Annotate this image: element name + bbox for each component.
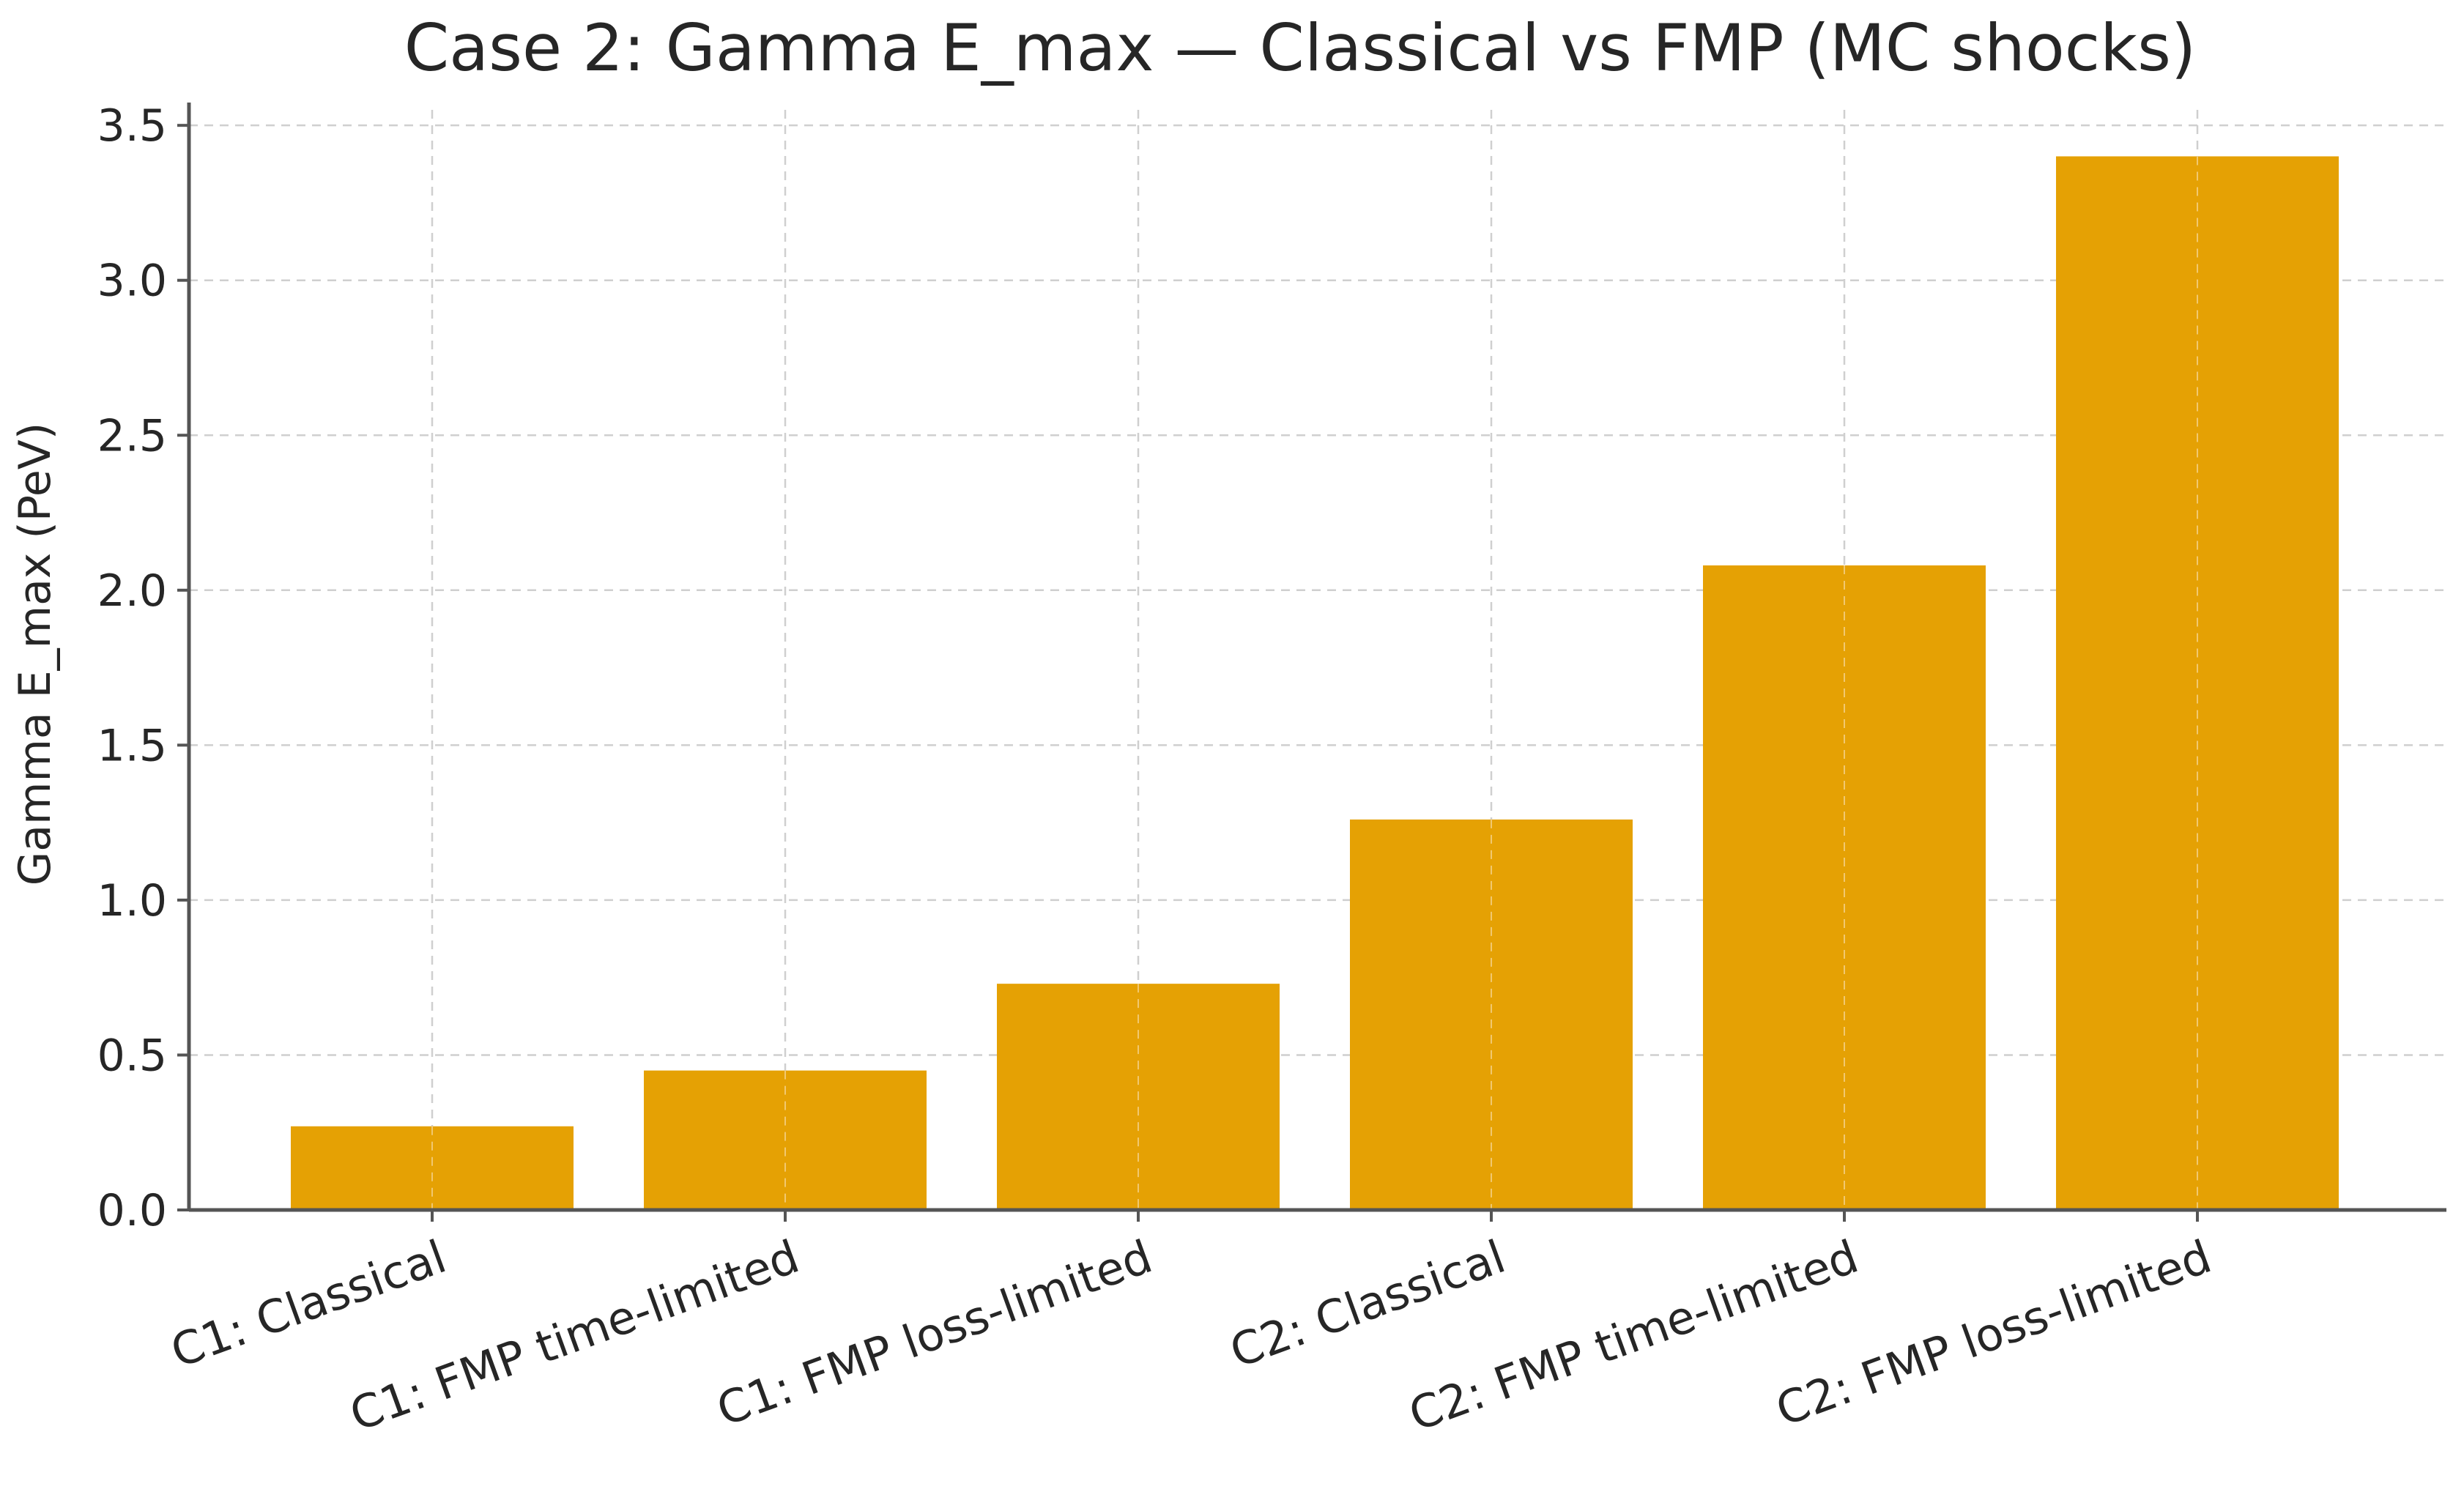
chart-title: Case 2: Gamma E_max — Classical vs FMP (…: [404, 10, 2197, 86]
y-tick-label: 0.0: [97, 1185, 167, 1236]
bars: [291, 156, 2339, 1210]
bar-1: [291, 1126, 574, 1210]
y-tick-label: 1.0: [97, 875, 167, 927]
y-ticks: 0.0 0.5 1.0 1.5 2.0 2.5 3.0 3.5: [97, 100, 189, 1236]
grid-lines: [189, 110, 2446, 1210]
y-tick-label: 2.5: [97, 410, 167, 461]
y-tick-label: 0.5: [97, 1030, 167, 1081]
axes: [187, 103, 2446, 1212]
x-tick-label: C1: Classical: [164, 1230, 453, 1378]
y-tick-label: 3.0: [97, 256, 167, 307]
x-tick-label: C2: Classical: [1223, 1230, 1512, 1378]
y-tick-label: 3.5: [97, 100, 167, 152]
y-tick-label: 1.5: [97, 720, 167, 771]
y-axis-label: Gamma E_max (PeV): [10, 423, 61, 886]
bar-5: [1703, 565, 1986, 1210]
bar-4: [1350, 819, 1633, 1210]
y-tick-label: 2.0: [97, 565, 167, 617]
